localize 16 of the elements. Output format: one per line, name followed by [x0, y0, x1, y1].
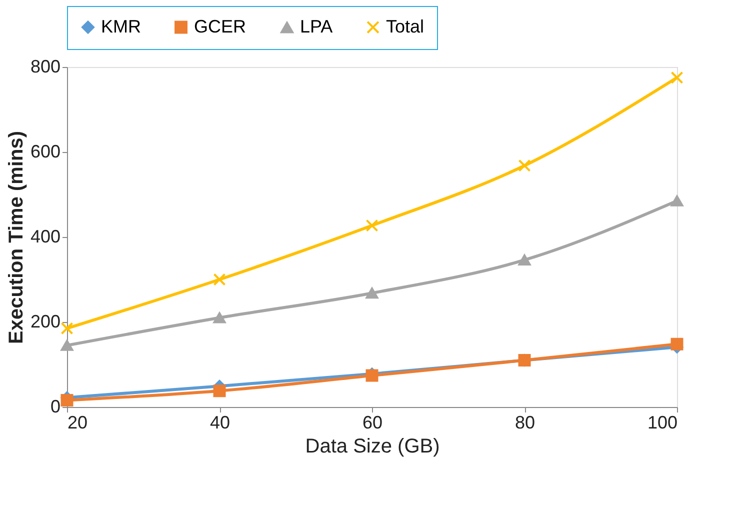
legend-label: LPA — [300, 16, 333, 36]
x-tick-label: 20 — [68, 412, 88, 432]
y-tick-label: 200 — [30, 312, 60, 332]
legend-label: Total — [386, 16, 424, 36]
y-tick-label: 800 — [30, 56, 60, 76]
legend-label: GCER — [194, 16, 246, 36]
x-tick-label: 40 — [210, 412, 230, 432]
x-tick-label: 100 — [647, 412, 678, 432]
x-tick-label: 80 — [514, 412, 536, 432]
x-tick-label: 60 — [362, 412, 383, 432]
x-axis-title: Data Size (GB) — [305, 436, 440, 458]
legend-label: KMR — [101, 16, 141, 36]
y-tick-label: 0 — [50, 396, 60, 416]
y-tick-label: 400 — [30, 226, 60, 246]
y-axis-title: Execution Time (mins) — [5, 130, 28, 344]
y-tick-label: 600 — [30, 142, 60, 162]
